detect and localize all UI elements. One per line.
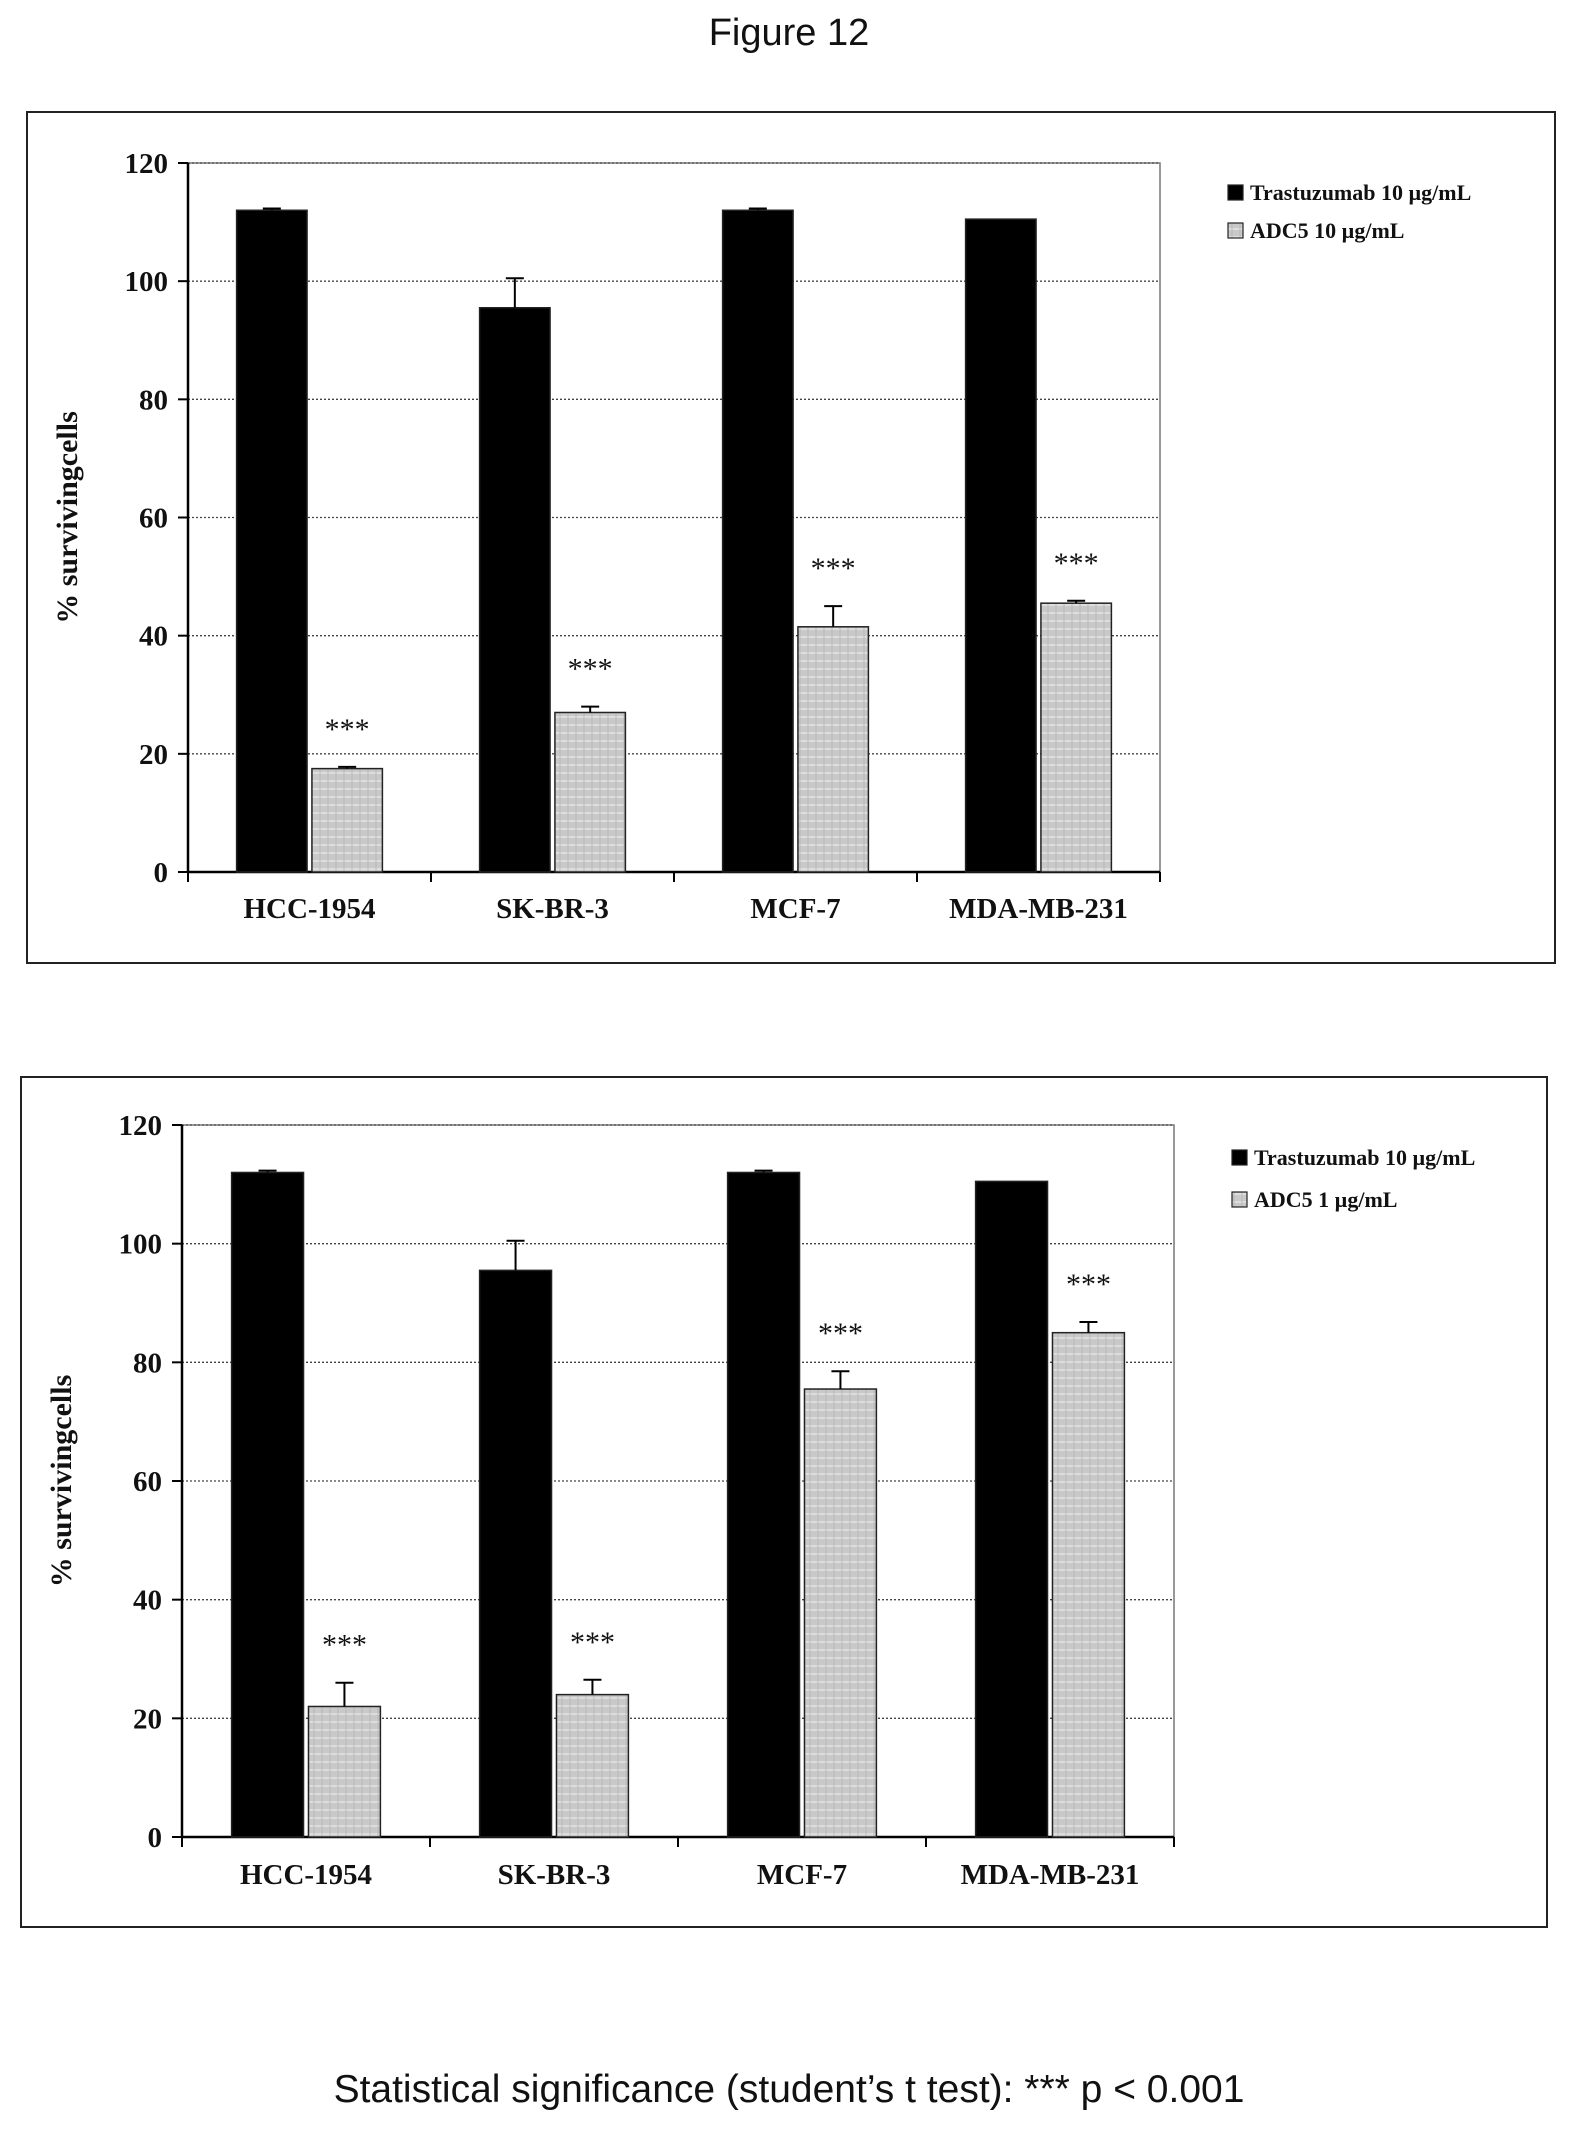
- x-tick-label: SK-BR-3: [496, 893, 609, 925]
- legend-swatch: [1227, 184, 1244, 201]
- y-tick-label: 20: [133, 1703, 162, 1735]
- bar: [721, 209, 794, 873]
- y-tick-label: 20: [139, 739, 168, 771]
- bar: [554, 711, 627, 873]
- bar: [478, 307, 551, 873]
- y-tick-label: 80: [133, 1347, 162, 1379]
- legend-label: Trastuzumab 10 µg/mL: [1254, 1145, 1475, 1170]
- bar: [1051, 1331, 1126, 1838]
- significance-marker: ***: [818, 1317, 863, 1350]
- y-tick-label: 80: [139, 384, 168, 416]
- bar: [307, 1705, 382, 1838]
- significance-marker: ***: [1054, 547, 1099, 580]
- y-tick-label: 100: [119, 1229, 163, 1261]
- legend-label: Trastuzumab 10 µg/mL: [1250, 180, 1471, 205]
- y-tick-label: 40: [139, 621, 168, 653]
- x-tick-label: MDA-MB-231: [961, 1859, 1140, 1891]
- bar: [478, 1269, 553, 1838]
- x-tick-label: MDA-MB-231: [949, 893, 1128, 925]
- bar: [555, 1693, 630, 1838]
- y-tick-label: 120: [125, 148, 169, 180]
- chart-top: 0 20 40 60 80 100 120 % survivingcells *** HCC-19…: [51, 148, 1471, 925]
- y-tick-label: 0: [148, 1822, 163, 1854]
- x-tick-label: HCC-1954: [243, 893, 375, 925]
- x-tick-label: MCF-7: [757, 1859, 847, 1891]
- x-tick-label: HCC-1954: [240, 1859, 372, 1891]
- figure-title: Figure 12: [708, 12, 870, 54]
- y-tick-label: 40: [133, 1585, 162, 1617]
- bar: [964, 218, 1037, 873]
- significance-marker: ***: [322, 1629, 367, 1662]
- y-tick-label: 60: [139, 503, 168, 535]
- significance-marker: ***: [568, 653, 613, 686]
- bar: [726, 1171, 801, 1838]
- x-tick-label: MCF-7: [750, 893, 840, 925]
- significance-marker: ***: [1066, 1268, 1111, 1301]
- legend-label: ADC5 1 µg/mL: [1254, 1187, 1397, 1212]
- chart-panel-top: 0 20 40 60 80 100 120 % survivingcells *** HCC-19…: [26, 111, 1556, 964]
- legend-swatch: [1231, 1191, 1248, 1208]
- legend-swatch: [1231, 1149, 1248, 1166]
- significance-footnote: Statistical significance (student’s t te…: [333, 2068, 1245, 2111]
- y-tick-label: 100: [125, 266, 169, 298]
- bar: [230, 1171, 305, 1838]
- significance-marker: ***: [811, 552, 856, 585]
- y-axis-label: % survivingcells: [51, 411, 84, 624]
- x-tick-label: SK-BR-3: [498, 1859, 611, 1891]
- significance-marker: ***: [325, 713, 370, 746]
- significance-marker: ***: [570, 1626, 615, 1659]
- bar: [235, 209, 308, 873]
- y-tick-label: 60: [133, 1466, 162, 1498]
- bar: [974, 1180, 1049, 1838]
- bar: [803, 1388, 878, 1838]
- chart-panel-bottom: 0 20 40 60 80 100 120 % survivingcells *** HCC-19…: [20, 1076, 1548, 1928]
- bar: [1040, 602, 1113, 873]
- y-tick-label: 120: [119, 1110, 163, 1142]
- y-axis-label: % survivingcells: [45, 1375, 78, 1588]
- legend-swatch: [1227, 222, 1244, 239]
- y-tick-label: 0: [154, 857, 169, 889]
- legend-label: ADC5 10 µg/mL: [1250, 218, 1404, 243]
- chart-bottom: 0 20 40 60 80 100 120 % survivingcells *** HCC-19…: [45, 1110, 1475, 1891]
- bar: [311, 767, 384, 873]
- bar: [797, 626, 870, 873]
